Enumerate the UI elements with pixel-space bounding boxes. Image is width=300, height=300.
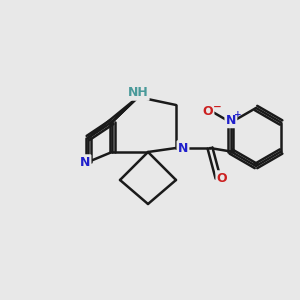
Text: O: O: [202, 105, 213, 118]
Text: −: −: [212, 101, 221, 112]
Text: O: O: [217, 172, 227, 184]
Text: N: N: [226, 114, 236, 127]
Text: +: +: [234, 110, 242, 119]
Text: N: N: [178, 142, 188, 154]
Text: N: N: [80, 155, 90, 169]
Text: NH: NH: [128, 86, 148, 100]
